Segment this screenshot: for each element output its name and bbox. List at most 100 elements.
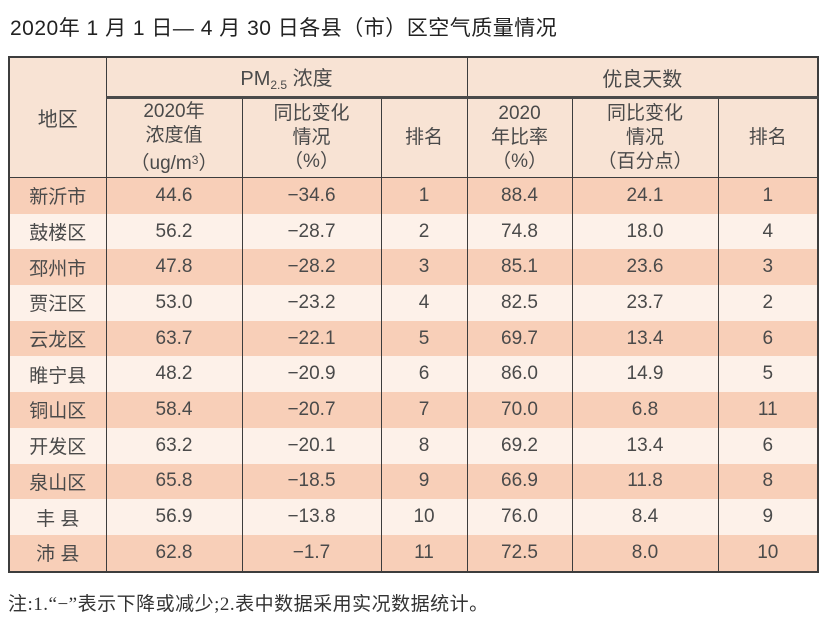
region-cell: 丰 县	[8, 499, 107, 535]
table-row: 泉山区 65.8 −18.5 9 66.9 11.8 8	[8, 463, 819, 500]
pm25-change-cell: −23.2	[241, 285, 382, 321]
good-change-cell: 18.0	[571, 213, 719, 250]
pm25-value-cell: 56.2	[105, 213, 243, 250]
good-rank-cell: 8	[717, 463, 819, 500]
good-rank-cell: 1	[717, 177, 819, 214]
pm25-value-cell: 58.4	[105, 392, 243, 428]
region-cell: 开发区	[8, 427, 107, 464]
pm25-rank-cell: 8	[380, 427, 468, 464]
good-ratio-cell: 88.4	[466, 177, 573, 214]
pm25-change-cell: −20.1	[241, 427, 382, 464]
table-row: 沛 县 62.8 −1.7 11 72.5 8.0 10	[8, 534, 819, 572]
pm25-value-cell: 44.6	[105, 177, 243, 214]
table-row: 鼓楼区 56.2 −28.7 2 74.8 18.0 4	[8, 213, 819, 250]
good-rank-cell: 5	[717, 356, 819, 393]
col-header-pm25-rank: 排名	[380, 97, 468, 178]
pm25-change-cell: −28.2	[241, 249, 382, 286]
pm25-change-cell: −1.7	[241, 534, 382, 572]
col-header-good-rank: 排名	[717, 97, 819, 178]
col-header-region: 地区	[8, 57, 107, 178]
table-row: 贾汪区 53.0 −23.2 4 82.5 23.7 2	[8, 285, 819, 321]
pm25-rank-cell: 11	[380, 534, 468, 572]
col-group-good-days: 优良天数	[466, 57, 819, 99]
col-header-pm25-change: 同比变化 情况 （%）	[241, 97, 382, 178]
region-cell: 沛 县	[8, 534, 107, 572]
table-row: 新沂市 44.6 −34.6 1 88.4 24.1 1	[8, 177, 819, 214]
table-row: 铜山区 58.4 −20.7 7 70.0 6.8 11	[8, 392, 819, 428]
region-cell: 邳州市	[8, 249, 107, 286]
cubed-superscript: 3	[191, 153, 199, 167]
good-change-cell: 6.8	[571, 392, 719, 428]
pm25-value-cell: 47.8	[105, 249, 243, 286]
pm25-change-cell: −13.8	[241, 499, 382, 535]
good-ratio-cell: 82.5	[466, 285, 573, 321]
good-days-group-label: 优良天数	[602, 68, 683, 91]
region-cell: 贾汪区	[8, 285, 107, 321]
table-header: 地区 PM2.5 浓度 优良天数 2020年 浓度值 （ug/m3） 同比变化 …	[8, 57, 819, 178]
col-header-good-ratio: 2020 年比率 （%）	[466, 97, 573, 178]
good-ratio-cell: 66.9	[466, 463, 573, 500]
pm25-change-cell: −34.6	[241, 177, 382, 214]
pm25-rank-cell: 4	[380, 285, 468, 321]
pm25-rank-cell: 10	[380, 499, 468, 535]
pm25-value-cell: 56.9	[105, 499, 243, 535]
table-row: 睢宁县 48.2 −20.9 6 86.0 14.9 5	[8, 356, 819, 393]
air-quality-table: 地区 PM2.5 浓度 优良天数 2020年 浓度值 （ug/m3） 同比变化 …	[8, 56, 820, 573]
good-rank-cell: 11	[717, 392, 819, 428]
good-ratio-cell: 70.0	[466, 392, 573, 428]
good-change-cell: 8.4	[571, 499, 719, 535]
pm25-value-cell: 48.2	[105, 356, 243, 393]
pm25-change-cell: −18.5	[241, 463, 382, 500]
good-change-cell: 23.6	[571, 249, 719, 286]
pm25-subscript: 2.5	[270, 78, 288, 92]
table-row: 丰 县 56.9 −13.8 10 76.0 8.4 9	[8, 499, 819, 535]
page-title: 2020年 1 月 1 日— 4 月 30 日各县（市）区空气质量情况	[10, 17, 558, 40]
region-cell: 新沂市	[8, 177, 107, 214]
good-rank-cell: 2	[717, 285, 819, 321]
pm25-change-cell: −28.7	[241, 213, 382, 250]
pm25-rank-cell: 5	[380, 320, 468, 357]
good-change-cell: 24.1	[571, 177, 719, 214]
good-rank-cell: 10	[717, 534, 819, 572]
good-ratio-cell: 76.0	[466, 499, 573, 535]
pm25-rank-cell: 2	[380, 213, 468, 250]
region-cell: 云龙区	[8, 320, 107, 357]
pm25-change-cell: −20.7	[241, 392, 382, 428]
col-header-good-change: 同比变化 情况 （百分点）	[571, 97, 719, 178]
good-rank-cell: 6	[717, 427, 819, 464]
good-change-cell: 14.9	[571, 356, 719, 393]
good-change-cell: 13.4	[571, 427, 719, 464]
pm25-group-suffix: 浓度	[287, 68, 333, 90]
footnote: 注:1.“−”表示下降或减少;2.表中数据采用实况数据统计。	[8, 593, 489, 615]
good-change-cell: 13.4	[571, 320, 719, 357]
region-cell: 铜山区	[8, 392, 107, 428]
good-ratio-cell: 72.5	[466, 534, 573, 572]
table-row: 云龙区 63.7 −22.1 5 69.7 13.4 6	[8, 320, 819, 357]
pm25-value-cell: 53.0	[105, 285, 243, 321]
good-ratio-cell: 69.7	[466, 320, 573, 357]
pm25-rank-cell: 1	[380, 177, 468, 214]
good-change-cell: 11.8	[571, 463, 719, 500]
good-rank-cell: 3	[717, 249, 819, 286]
pm25-value-cell: 62.8	[105, 534, 243, 572]
good-ratio-cell: 86.0	[466, 356, 573, 393]
good-ratio-cell: 69.2	[466, 427, 573, 464]
good-rank-cell: 4	[717, 213, 819, 250]
col-group-pm25: PM2.5 浓度	[105, 57, 468, 99]
table-row: 开发区 63.2 −20.1 8 69.2 13.4 6	[8, 427, 819, 464]
pm25-value-cell: 65.8	[105, 463, 243, 500]
region-header-label: 地区	[37, 109, 78, 131]
good-rank-cell: 9	[717, 499, 819, 535]
good-ratio-cell: 85.1	[466, 249, 573, 286]
region-cell: 泉山区	[8, 463, 107, 500]
good-rank-cell: 6	[717, 320, 819, 357]
pm25-rank-cell: 9	[380, 463, 468, 500]
pm25-change-cell: −20.9	[241, 356, 382, 393]
pm25-change-cell: −22.1	[241, 320, 382, 357]
region-cell: 睢宁县	[8, 356, 107, 393]
pm25-value-cell: 63.7	[105, 320, 243, 357]
pm25-group-prefix: PM	[240, 68, 271, 90]
good-ratio-cell: 74.8	[466, 213, 573, 250]
good-change-cell: 8.0	[571, 534, 719, 572]
